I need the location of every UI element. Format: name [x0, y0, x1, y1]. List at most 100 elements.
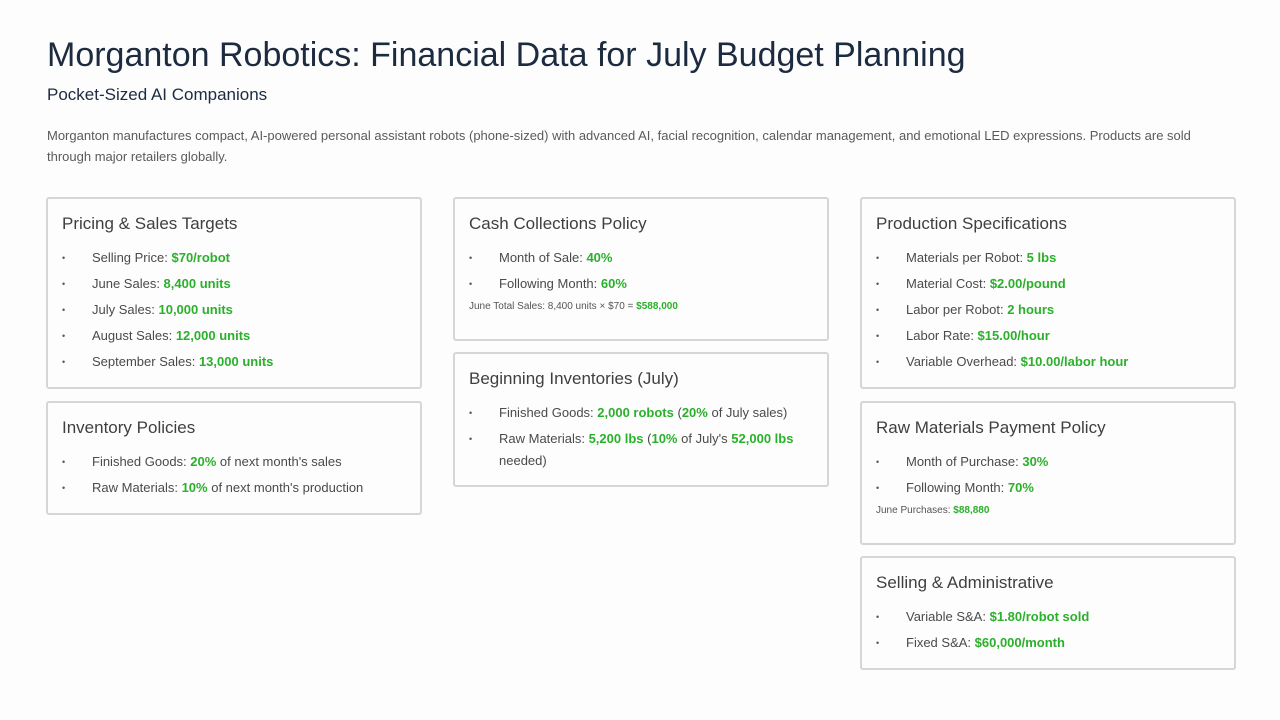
list-item: • July Sales: 10,000 units [62, 299, 406, 321]
note-label: June Total Sales: 8,400 units × $70 = [469, 301, 637, 312]
item-value: 12,000 units [175, 328, 251, 343]
bullet-icon: • [876, 357, 880, 367]
june-purchases-note: June Purchases: $88,880 [876, 505, 1220, 516]
page-subtitle: Pocket-Sized AI Companions [47, 85, 268, 104]
selling-admin-list: • Variable S&A: $1.80/robot sold • Fixed S… [876, 606, 1220, 654]
production-title: Production Specifications [876, 214, 1067, 233]
bullet-icon: • [876, 638, 880, 648]
page-title: Morganton Robotics: Financial Data for J… [47, 36, 966, 74]
raw-payment-title: Raw Materials Payment Policy [876, 418, 1106, 437]
item-label: September Sales: [92, 354, 199, 369]
cash-collections-card: Cash Collections Policy • Month of Sale: … [453, 197, 829, 341]
list-item: • Variable S&A: $1.80/robot sold [876, 606, 1220, 628]
item-label: Following Month: [906, 480, 1008, 495]
list-item: • Labor per Robot: 2 hours [876, 299, 1220, 321]
beginning-inventories-list: • Finished Goods: 2,000 robots (20% of Ju… [469, 402, 813, 472]
item-value: $1.80/robot sold [989, 609, 1090, 624]
item-suffix: needed) [499, 453, 547, 468]
beginning-inventories-card: Beginning Inventories (July) • Finished G… [453, 352, 829, 487]
bullet-icon: • [876, 331, 880, 341]
item-text: of July's [677, 431, 732, 446]
list-item: • Raw Materials: 10% of next month's prod… [62, 477, 406, 499]
bullet-icon: • [62, 457, 66, 467]
item-label: Variable Overhead: [906, 354, 1021, 369]
list-item: • Variable Overhead: $10.00/labor hour [876, 351, 1220, 373]
production-list: • Materials per Robot: 5 lbs • Material Co… [876, 247, 1220, 373]
list-item: • Finished Goods: 20% of next month's sal… [62, 451, 406, 473]
bullet-icon: • [62, 483, 66, 493]
beginning-inventories-title: Beginning Inventories (July) [469, 369, 679, 388]
item-value: $2.00/pound [989, 276, 1066, 291]
item-text: ( [643, 431, 652, 446]
bullet-icon: • [62, 279, 66, 289]
bullet-icon: • [62, 253, 66, 263]
note-value: $588,000 [636, 301, 678, 312]
bullet-icon: • [469, 279, 473, 289]
list-item: • Finished Goods: 2,000 robots (20% of Ju… [469, 402, 813, 424]
item-label: Month of Purchase: [906, 454, 1023, 469]
inventory-policies-list: • Finished Goods: 20% of next month's sal… [62, 451, 406, 499]
list-item: • Materials per Robot: 5 lbs [876, 247, 1220, 269]
item-value: 52,000 lbs [731, 431, 794, 446]
item-label: June Sales: [92, 276, 164, 291]
production-card: Production Specifications • Materials per… [860, 197, 1236, 389]
item-value: 40% [586, 250, 613, 265]
item-label: Finished Goods: [92, 454, 191, 469]
bullet-icon: • [62, 331, 66, 341]
june-sales-note: June Total Sales: 8,400 units × $70 = $5… [469, 301, 813, 312]
item-label: Variable S&A: [906, 609, 990, 624]
item-label: Finished Goods: [499, 405, 598, 420]
item-value: $70/robot [171, 250, 230, 265]
item-value: 10% [181, 480, 208, 495]
raw-payment-card: Raw Materials Payment Policy • Month of P… [860, 401, 1236, 545]
list-item: • Following Month: 60% [469, 273, 813, 295]
item-label: Material Cost: [906, 276, 990, 291]
cash-collections-list: • Month of Sale: 40% • Following Month: 60… [469, 247, 813, 295]
item-value: $60,000/month [974, 635, 1065, 650]
selling-admin-card: Selling & Administrative • Variable S&A: … [860, 556, 1236, 670]
item-value: 2,000 robots [597, 405, 674, 420]
item-label: Materials per Robot: [906, 250, 1027, 265]
item-suffix: of next month's production [207, 480, 364, 495]
raw-payment-list: • Month of Purchase: 30% • Following Month… [876, 451, 1220, 499]
item-label: Following Month: [499, 276, 601, 291]
bullet-icon: • [876, 457, 880, 467]
item-label: Selling Price: [92, 250, 172, 265]
list-item: • Selling Price: $70/robot [62, 247, 406, 269]
inventory-policies-card: Inventory Policies • Finished Goods: 20% … [46, 401, 422, 515]
pricing-title: Pricing & Sales Targets [62, 214, 238, 233]
item-label: Month of Sale: [499, 250, 587, 265]
list-item: • August Sales: 12,000 units [62, 325, 406, 347]
item-value: 10,000 units [158, 302, 233, 317]
cash-collections-title: Cash Collections Policy [469, 214, 647, 233]
note-value: $88,880 [953, 505, 990, 516]
item-value: 2 hours [1007, 302, 1055, 317]
list-item: • Month of Sale: 40% [469, 247, 813, 269]
item-label: Raw Materials: [92, 480, 182, 495]
item-value: 8,400 units [163, 276, 231, 291]
bullet-icon: • [62, 357, 66, 367]
bullet-icon: • [876, 612, 880, 622]
item-label: Fixed S&A: [906, 635, 975, 650]
item-suffix: of next month's sales [216, 454, 342, 469]
item-label: August Sales: [92, 328, 176, 343]
item-label: July Sales: [92, 302, 159, 317]
item-text: ( [673, 405, 682, 420]
bullet-icon: • [469, 434, 473, 444]
bullet-icon: • [469, 253, 473, 263]
bullet-icon: • [876, 305, 880, 315]
item-value: 13,000 units [198, 354, 274, 369]
pricing-list: • Selling Price: $70/robot • June Sales: 8… [62, 247, 406, 373]
selling-admin-title: Selling & Administrative [876, 573, 1054, 592]
item-label: Labor Rate: [906, 328, 978, 343]
list-item: • Labor Rate: $15.00/hour [876, 325, 1220, 347]
item-value: 70% [1007, 480, 1034, 495]
item-value: $15.00/hour [977, 328, 1050, 343]
list-item: • Fixed S&A: $60,000/month [876, 632, 1220, 654]
list-item: • Raw Materials: 5,200 lbs (10% of July's… [469, 428, 813, 472]
bullet-icon: • [62, 305, 66, 315]
bullet-icon: • [876, 483, 880, 493]
list-item: • Month of Purchase: 30% [876, 451, 1220, 473]
list-item: • Material Cost: $2.00/pound [876, 273, 1220, 295]
